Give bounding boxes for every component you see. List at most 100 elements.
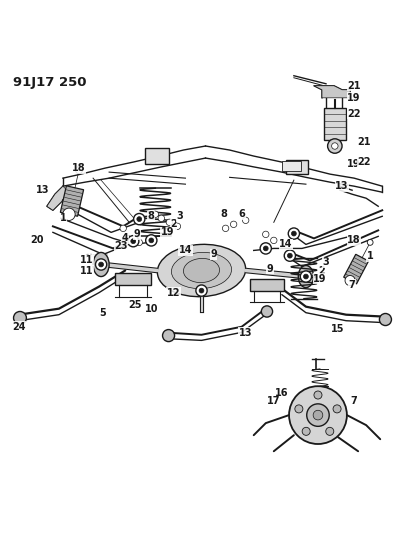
Text: 2: 2 bbox=[170, 220, 177, 229]
Circle shape bbox=[379, 313, 391, 326]
Text: 13: 13 bbox=[239, 328, 252, 338]
Text: 12: 12 bbox=[166, 288, 180, 297]
Circle shape bbox=[149, 238, 154, 243]
Circle shape bbox=[289, 386, 347, 444]
Circle shape bbox=[287, 253, 292, 258]
Circle shape bbox=[63, 208, 75, 221]
Circle shape bbox=[313, 410, 323, 420]
Circle shape bbox=[152, 211, 158, 217]
Text: 15: 15 bbox=[331, 324, 345, 334]
Circle shape bbox=[332, 143, 338, 149]
Text: 91J17 250: 91J17 250 bbox=[13, 76, 86, 88]
Circle shape bbox=[303, 274, 308, 279]
Text: R.Jurado: R.Jurado bbox=[85, 253, 109, 260]
Text: 13: 13 bbox=[335, 181, 349, 191]
Text: 8: 8 bbox=[148, 211, 155, 221]
Circle shape bbox=[199, 288, 204, 293]
Circle shape bbox=[243, 217, 249, 223]
Circle shape bbox=[231, 221, 237, 228]
Circle shape bbox=[284, 250, 295, 261]
Text: 19: 19 bbox=[347, 159, 361, 169]
Ellipse shape bbox=[183, 259, 220, 282]
Circle shape bbox=[134, 214, 145, 225]
Circle shape bbox=[128, 236, 139, 247]
Text: 20: 20 bbox=[30, 236, 44, 245]
Text: 14: 14 bbox=[179, 245, 192, 255]
Circle shape bbox=[328, 139, 342, 154]
FancyBboxPatch shape bbox=[115, 272, 151, 285]
Text: 4: 4 bbox=[122, 233, 129, 244]
Text: 11: 11 bbox=[80, 265, 94, 276]
Text: 8: 8 bbox=[220, 209, 227, 219]
Circle shape bbox=[260, 243, 271, 254]
Circle shape bbox=[262, 231, 269, 238]
Circle shape bbox=[75, 167, 83, 174]
Text: 7: 7 bbox=[351, 396, 357, 406]
Polygon shape bbox=[47, 186, 67, 211]
Circle shape bbox=[162, 329, 174, 342]
Circle shape bbox=[270, 237, 277, 244]
Circle shape bbox=[261, 306, 272, 317]
Polygon shape bbox=[344, 254, 368, 284]
Text: 13: 13 bbox=[36, 185, 50, 195]
Text: 19: 19 bbox=[313, 273, 327, 284]
Text: 21: 21 bbox=[357, 137, 371, 147]
Polygon shape bbox=[60, 186, 83, 216]
FancyBboxPatch shape bbox=[282, 161, 301, 171]
Circle shape bbox=[174, 223, 181, 230]
Text: 5: 5 bbox=[100, 308, 106, 318]
Text: 3: 3 bbox=[176, 211, 183, 221]
Ellipse shape bbox=[298, 265, 314, 288]
FancyBboxPatch shape bbox=[286, 160, 308, 174]
Circle shape bbox=[131, 239, 136, 244]
Text: 1: 1 bbox=[60, 213, 66, 223]
Text: 6: 6 bbox=[238, 209, 245, 219]
Circle shape bbox=[326, 427, 334, 435]
Circle shape bbox=[263, 246, 268, 251]
Circle shape bbox=[291, 231, 296, 236]
Circle shape bbox=[196, 285, 207, 296]
Circle shape bbox=[222, 225, 229, 231]
Circle shape bbox=[166, 219, 172, 225]
Text: 23: 23 bbox=[114, 241, 128, 252]
Text: 22: 22 bbox=[357, 157, 371, 167]
Text: 18: 18 bbox=[347, 236, 361, 245]
Text: 16: 16 bbox=[275, 388, 289, 398]
Circle shape bbox=[145, 235, 157, 246]
Circle shape bbox=[367, 239, 373, 245]
Circle shape bbox=[314, 391, 322, 399]
Text: 19: 19 bbox=[347, 93, 361, 103]
FancyBboxPatch shape bbox=[324, 108, 346, 140]
Text: 14: 14 bbox=[279, 239, 293, 249]
Text: 9: 9 bbox=[134, 229, 141, 239]
Text: 10: 10 bbox=[145, 304, 158, 313]
Text: 22: 22 bbox=[347, 109, 361, 119]
Circle shape bbox=[14, 311, 27, 325]
Text: 3: 3 bbox=[323, 257, 329, 268]
Circle shape bbox=[295, 405, 303, 413]
Text: 7: 7 bbox=[349, 280, 355, 289]
Circle shape bbox=[288, 228, 299, 239]
Text: 11: 11 bbox=[80, 255, 94, 265]
Polygon shape bbox=[314, 86, 350, 98]
Text: 9: 9 bbox=[266, 263, 273, 273]
Circle shape bbox=[307, 404, 329, 426]
Text: 9: 9 bbox=[210, 249, 217, 260]
Text: 18: 18 bbox=[72, 163, 86, 173]
Text: 17: 17 bbox=[267, 396, 280, 406]
Circle shape bbox=[137, 217, 142, 222]
Ellipse shape bbox=[171, 253, 232, 289]
Circle shape bbox=[302, 427, 310, 435]
Text: 2: 2 bbox=[319, 265, 325, 276]
Ellipse shape bbox=[93, 253, 109, 277]
Text: 24: 24 bbox=[12, 322, 25, 332]
FancyBboxPatch shape bbox=[250, 279, 284, 290]
Text: 19: 19 bbox=[161, 228, 174, 237]
Circle shape bbox=[300, 271, 312, 282]
Circle shape bbox=[99, 262, 104, 267]
Text: 21: 21 bbox=[347, 81, 361, 91]
Text: 25: 25 bbox=[129, 300, 142, 310]
Circle shape bbox=[96, 259, 107, 270]
Circle shape bbox=[120, 225, 127, 231]
Circle shape bbox=[345, 276, 355, 286]
